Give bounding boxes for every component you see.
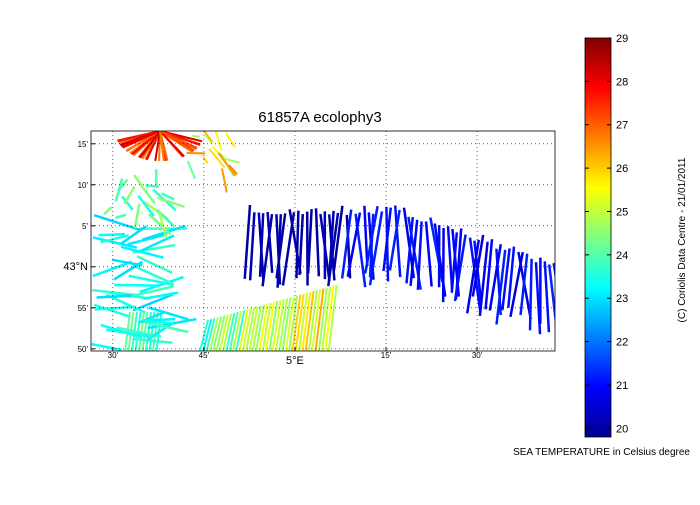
colorbar-tick-label: 22 [616,337,628,349]
colorbar-tick-label: 27 [616,120,628,132]
colorbar-tick-label: 23 [616,293,628,305]
x-tick-label: 45' [199,351,210,360]
track [104,207,112,214]
track [92,344,122,350]
y-tick-label: 5' [82,222,88,231]
x-tick-label: 30' [108,351,119,360]
x-tick-label: 30' [472,351,483,360]
track [134,175,146,192]
track [308,209,311,273]
track [93,262,132,276]
y-tick-label: 43°N [63,261,88,273]
track [203,157,208,163]
track [250,212,254,280]
track [299,214,302,275]
colorbar [585,38,611,437]
track [364,206,367,266]
track [426,221,432,286]
track [99,234,125,235]
map-title: 61857A ecolophy3 [258,109,381,126]
tracks [92,131,565,351]
track [135,204,140,228]
colorbar-tick-label: 26 [616,163,628,175]
track [188,161,195,178]
track [160,131,197,148]
y-tick-label: 15' [78,140,89,149]
track [316,208,319,276]
x-tick-label: 15' [381,351,392,360]
colorbar-tick-label: 28 [616,76,628,88]
track [146,185,159,187]
y-tick-label: 10' [78,181,89,190]
y-tick-label: 50' [78,345,89,354]
track [226,133,235,147]
track [145,190,155,203]
colorbar-tick-label: 20 [616,423,628,435]
track [222,168,227,192]
colorbar-label: SEA TEMPERATURE in Celsius degree [513,447,690,458]
track [296,211,298,279]
track [116,179,122,202]
track [204,131,212,141]
colorbar-tick-label: 25 [616,206,628,218]
track [192,136,200,137]
track [545,261,549,332]
track [448,226,452,288]
track [115,215,126,218]
track [114,285,158,286]
y-tick-label: 55' [78,304,89,313]
credit: (C) Coriolis Data Centre - 21/01/2011 [677,157,688,322]
track [245,205,250,279]
track [549,265,558,338]
track [216,131,222,150]
track [124,187,134,204]
track [530,259,532,330]
colorbar-tick-label: 29 [616,33,628,45]
track [96,296,131,298]
x-tick-label: 5°E [286,355,304,367]
colorbar-tick-label: 24 [616,250,628,262]
colorbar-tick-label: 21 [616,380,628,392]
